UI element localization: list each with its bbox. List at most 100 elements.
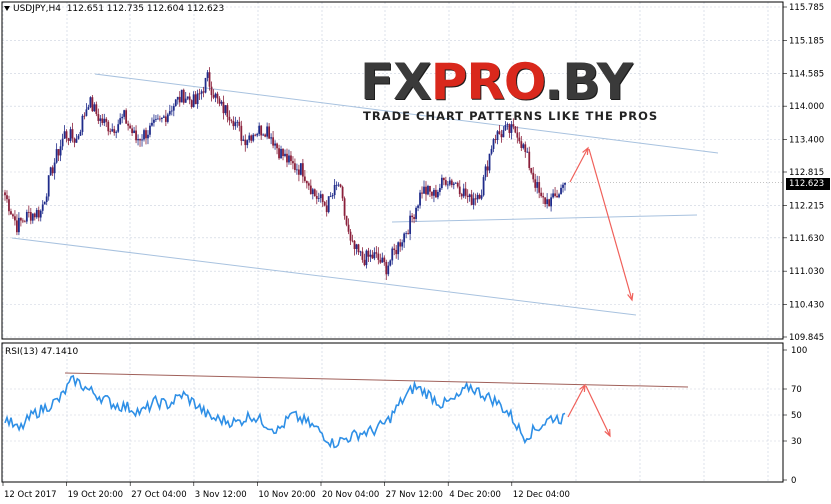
symbol-header: USDJPY,H4 112.651 112.735 112.604 112.62… bbox=[4, 4, 224, 15]
trend-lines bbox=[11, 73, 783, 316]
candle-body bbox=[117, 124, 120, 132]
candle-body bbox=[435, 189, 437, 198]
candle-body bbox=[174, 99, 177, 106]
candle-body bbox=[313, 189, 316, 196]
candle-body bbox=[37, 209, 40, 218]
candle-body bbox=[75, 138, 78, 143]
candle-body bbox=[437, 191, 439, 198]
collapse-triangle-icon[interactable] bbox=[4, 6, 10, 11]
price-axis: 115.785 115.185 114.585 114.000 113.400 112.8… bbox=[783, 3, 824, 343]
candle-body bbox=[286, 153, 288, 163]
forecast-arrow-shaft bbox=[588, 148, 633, 301]
candle-body bbox=[246, 140, 249, 146]
candle-body bbox=[363, 259, 366, 266]
price-panel-frame bbox=[1, 1, 784, 340]
candle-body bbox=[381, 257, 384, 263]
candle-body bbox=[41, 204, 44, 211]
candle-body bbox=[147, 134, 149, 139]
candle-body bbox=[137, 139, 139, 141]
candle-body bbox=[480, 195, 483, 199]
candle-body bbox=[143, 130, 145, 140]
candle-body bbox=[176, 96, 179, 100]
candle-body bbox=[440, 177, 443, 189]
ohlc-close: 112.623 bbox=[186, 4, 225, 14]
candle-body bbox=[172, 105, 175, 111]
channel-trend-line bbox=[94, 73, 719, 154]
candle-body bbox=[438, 188, 441, 192]
candle-body bbox=[81, 115, 84, 132]
price-tick-label: 112.815 bbox=[789, 168, 824, 178]
candle-body bbox=[496, 131, 499, 140]
candle-body bbox=[220, 101, 223, 104]
candle-body bbox=[45, 196, 48, 202]
candle-body bbox=[139, 139, 141, 141]
time-tick-label: 12 Dec 04:00 bbox=[513, 490, 570, 500]
forecast-arrows bbox=[567, 146, 634, 438]
candle-body bbox=[4, 192, 6, 196]
candle-body bbox=[307, 183, 310, 186]
candle-body bbox=[168, 111, 171, 115]
candle-body bbox=[393, 248, 396, 250]
candle-body bbox=[200, 91, 203, 94]
candle-body bbox=[468, 194, 471, 198]
current-price-label: 112.623 bbox=[786, 178, 830, 190]
price-tick-label: 114.585 bbox=[789, 70, 824, 80]
candle-body bbox=[23, 221, 26, 223]
time-tick-label: 27 Nov 12:00 bbox=[386, 490, 443, 500]
fxpro-logo: FXPRO.BY TRADE CHART PATTERNS LIKE THE P… bbox=[360, 56, 657, 123]
candle-body bbox=[407, 233, 410, 234]
candle-body bbox=[371, 254, 374, 259]
candle-body bbox=[192, 94, 195, 107]
candle-body bbox=[248, 135, 251, 141]
candle-body bbox=[226, 105, 229, 117]
candle-body bbox=[476, 194, 479, 200]
rsi-tick-label: 0 bbox=[791, 476, 796, 486]
candle-body bbox=[236, 121, 239, 123]
price-tick-label: 110.430 bbox=[789, 301, 824, 311]
candle-body bbox=[12, 214, 14, 217]
candle-body bbox=[71, 129, 74, 139]
candle-body bbox=[258, 125, 261, 134]
candle-body bbox=[327, 196, 330, 213]
candle-body bbox=[351, 240, 354, 242]
candle-body bbox=[399, 242, 402, 247]
candle-body bbox=[83, 115, 86, 117]
candle-body bbox=[411, 215, 413, 218]
rsi-axis: 100 70 50 30 0 bbox=[783, 346, 807, 486]
candle-body bbox=[250, 135, 253, 141]
candle-body bbox=[125, 110, 128, 124]
candle-body bbox=[222, 101, 225, 114]
candle-body bbox=[405, 233, 408, 234]
candle-body bbox=[294, 163, 296, 170]
candle-body bbox=[155, 118, 157, 120]
candle-body bbox=[182, 89, 185, 103]
candle-body bbox=[429, 185, 431, 192]
price-tick-label: 113.400 bbox=[789, 136, 824, 146]
time-tick-label: 19 Oct 20:00 bbox=[68, 490, 123, 500]
candle-body bbox=[288, 155, 290, 163]
candle-body bbox=[423, 186, 425, 194]
candle-body bbox=[8, 199, 10, 212]
candle-body bbox=[534, 179, 537, 188]
candle-body bbox=[299, 163, 302, 175]
candle-body bbox=[333, 185, 336, 196]
candle-body bbox=[538, 182, 541, 193]
candle-body bbox=[133, 130, 135, 134]
candle-body bbox=[425, 186, 427, 195]
candle-body bbox=[91, 97, 94, 112]
candle-body bbox=[466, 195, 469, 198]
candle-body bbox=[389, 260, 392, 266]
forecast-arrow-head bbox=[582, 146, 589, 156]
candle-body bbox=[85, 109, 88, 116]
candle-body bbox=[180, 89, 183, 103]
candle-body bbox=[135, 130, 137, 141]
candle-body bbox=[377, 253, 380, 260]
candle-body bbox=[506, 124, 509, 126]
candle-body bbox=[317, 198, 320, 199]
candle-body bbox=[216, 93, 219, 99]
candle-body bbox=[170, 110, 173, 112]
candle-body bbox=[274, 143, 276, 146]
candlestick-series bbox=[4, 67, 566, 280]
candle-body bbox=[244, 139, 247, 146]
candle-body bbox=[29, 212, 32, 221]
